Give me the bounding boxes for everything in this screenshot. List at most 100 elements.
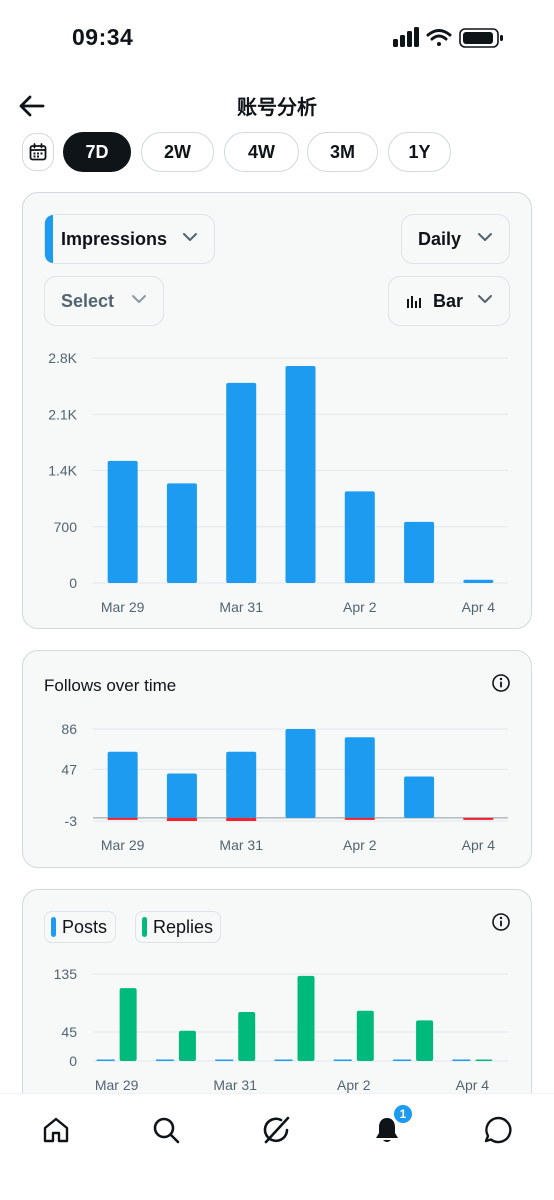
x-tick-label: Mar 29 xyxy=(95,1077,139,1093)
message-icon xyxy=(484,1116,512,1144)
range-1y-button[interactable]: 1Y xyxy=(388,132,451,172)
impressions-bar xyxy=(166,483,197,583)
interval-dropdown-label: Daily xyxy=(418,228,462,249)
replies-bar xyxy=(475,1059,493,1061)
range-7d-button[interactable]: 7D xyxy=(63,132,131,172)
follows-card-title: Follows over time xyxy=(44,676,177,695)
posts-bar xyxy=(393,1059,412,1061)
chart-type-dropdown-label: Bar xyxy=(433,290,464,311)
search-icon xyxy=(153,1117,180,1144)
x-tick-label: Mar 31 xyxy=(219,837,263,853)
signal-icon xyxy=(393,27,419,47)
home-icon xyxy=(43,1117,69,1143)
tab-search[interactable] xyxy=(146,1110,186,1150)
replies-bar xyxy=(119,988,137,1061)
compare-dropdown-label: Select xyxy=(61,290,115,311)
calendar-button[interactable] xyxy=(22,133,54,171)
replies-bar xyxy=(238,1012,256,1061)
chevron-down-icon xyxy=(478,233,492,241)
arrow-left-icon xyxy=(19,95,45,117)
follows-chart: 86 47 -3 Mar 29 Mar 31 Apr 2 Apr 4 xyxy=(61,721,508,853)
unfollows-bar xyxy=(166,817,197,821)
legend-replies-label: Replies xyxy=(153,916,214,937)
impressions-bar xyxy=(344,491,375,583)
impressions-bar xyxy=(463,579,494,583)
posts-bar xyxy=(155,1059,174,1061)
notifications-badge: 1 xyxy=(392,1103,414,1125)
status-bar: 09:34 xyxy=(0,0,554,76)
unfollows-bar xyxy=(226,817,257,821)
y-tick-label: 0 xyxy=(69,1053,77,1069)
follows-bar xyxy=(226,751,257,818)
impressions-chart: 2.8K 2.1K 1.4K 700 0 Mar 29 Mar 31 Apr 2 Apr 4 xyxy=(48,350,508,615)
legend-replies[interactable]: Replies xyxy=(135,911,221,943)
page-title: 账号分析 xyxy=(237,97,317,119)
impressions-card: Impressions Daily Select Bar 2.8K 2.1K 1.4… xyxy=(22,192,532,629)
battery-icon xyxy=(459,28,503,48)
legend-replies-swatch xyxy=(142,917,147,937)
y-tick-label: 2.1K xyxy=(48,406,77,422)
chart-type-dropdown[interactable]: Bar xyxy=(388,276,510,326)
posts-card: Posts Replies 135 45 0 Mar 29 Mar 31 Apr 2 Apr… xyxy=(22,889,532,1119)
replies-bar xyxy=(297,975,315,1061)
impressions-bar xyxy=(226,382,257,583)
y-tick-label: 2.8K xyxy=(48,350,77,366)
wifi-icon xyxy=(426,29,452,46)
unfollows-bar xyxy=(107,817,138,820)
y-tick-label: 700 xyxy=(54,519,78,535)
follows-bar xyxy=(166,773,197,818)
tab-grok[interactable] xyxy=(257,1110,297,1150)
y-tick-label: 47 xyxy=(61,761,77,777)
range-3m-button[interactable]: 3M xyxy=(307,132,378,172)
posts-replies-chart: 135 45 0 Mar 29 Mar 31 Apr 2 Apr 4 xyxy=(54,966,508,1093)
metric-color-indicator xyxy=(45,215,53,263)
x-tick-label: Apr 2 xyxy=(343,599,377,615)
follows-bar xyxy=(285,729,316,818)
info-icon[interactable] xyxy=(491,673,511,693)
grok-icon xyxy=(263,1116,290,1144)
tab-bar xyxy=(0,1093,554,1200)
posts-bar xyxy=(452,1059,471,1061)
posts-bar xyxy=(333,1059,352,1061)
calendar-icon xyxy=(29,143,47,161)
interval-dropdown[interactable]: Daily xyxy=(401,214,510,264)
tab-messages[interactable] xyxy=(478,1110,518,1150)
unfollows-bar xyxy=(463,817,494,820)
tab-home[interactable] xyxy=(36,1110,76,1150)
x-tick-label: Mar 31 xyxy=(219,599,263,615)
legend-posts-label: Posts xyxy=(62,916,108,937)
header: 账号分析 xyxy=(0,80,554,130)
posts-bar xyxy=(274,1059,293,1061)
y-tick-label: 1.4K xyxy=(48,463,77,479)
y-tick-label: -3 xyxy=(65,813,78,829)
legend-posts[interactable]: Posts xyxy=(44,911,116,943)
tab-notifications[interactable] xyxy=(367,1110,407,1150)
range-4w-button[interactable]: 4W xyxy=(224,132,299,172)
impressions-bar xyxy=(107,460,138,583)
x-tick-label: Apr 4 xyxy=(462,837,496,853)
posts-bar xyxy=(215,1059,234,1061)
bar-chart-icon xyxy=(407,296,421,308)
status-time: 09:34 xyxy=(72,24,134,50)
back-button[interactable] xyxy=(14,88,50,124)
follows-bar xyxy=(107,751,138,818)
chevron-down-icon xyxy=(478,295,492,303)
x-tick-label: Mar 29 xyxy=(101,837,145,853)
chevron-down-icon xyxy=(132,295,146,303)
x-tick-label: Mar 29 xyxy=(101,599,145,615)
replies-bar xyxy=(416,1020,434,1061)
metric-dropdown[interactable]: Impressions xyxy=(44,214,215,264)
range-2w-button[interactable]: 2W xyxy=(141,132,214,172)
unfollows-bar xyxy=(344,817,375,820)
compare-dropdown[interactable]: Select xyxy=(44,276,164,326)
info-icon[interactable] xyxy=(491,912,511,932)
follows-card: Follows over time 86 47 -3 Mar 29 Mar 31 Apr … xyxy=(22,650,532,868)
replies-bar xyxy=(356,1010,374,1061)
range-selector: 7D 2W 4W 3M 1Y xyxy=(22,131,554,173)
bell-icon xyxy=(376,1118,398,1142)
y-tick-label: 0 xyxy=(69,575,77,591)
y-tick-label: 45 xyxy=(61,1024,77,1040)
impressions-bar xyxy=(404,521,435,583)
x-tick-label: Mar 31 xyxy=(213,1077,257,1093)
follows-bar xyxy=(344,737,375,818)
